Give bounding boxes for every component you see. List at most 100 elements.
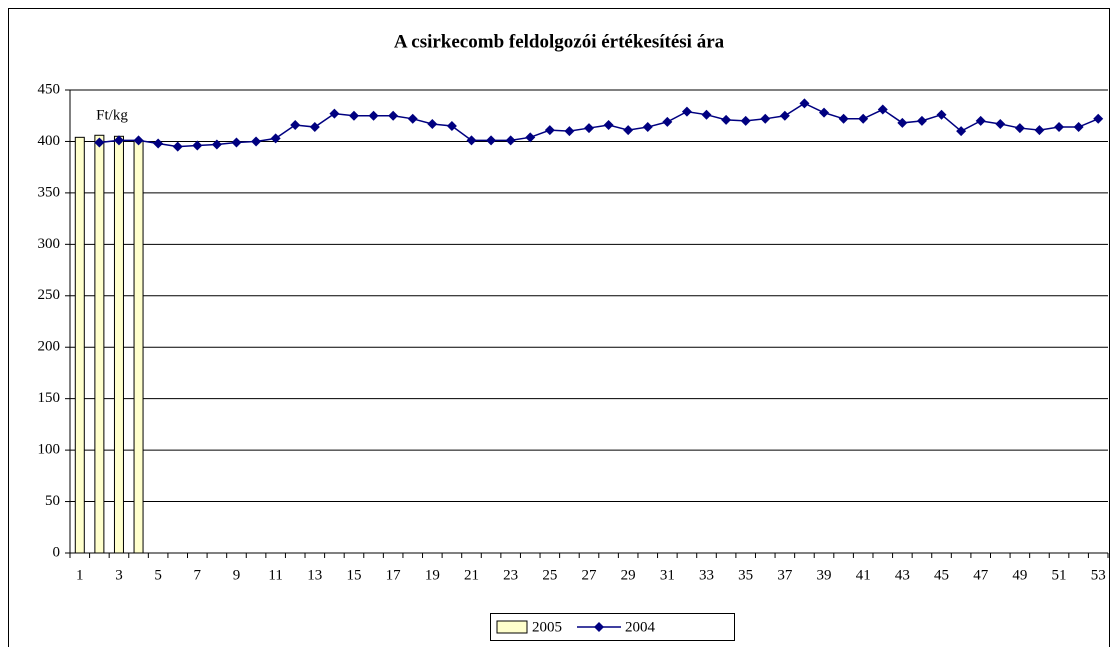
x-tick-label: 27 (582, 567, 598, 583)
marker (505, 135, 516, 146)
marker (427, 118, 438, 129)
marker (1054, 122, 1065, 133)
x-tick-label: 5 (154, 567, 162, 583)
line (99, 102, 1099, 148)
marker (329, 108, 340, 119)
y-tick-label: 50 (45, 493, 60, 509)
bar (113, 135, 124, 554)
marker (897, 117, 908, 128)
marker (877, 104, 888, 115)
x-tick-label: 43 (895, 567, 910, 583)
marker (642, 122, 653, 133)
y-tick-label: 150 (38, 390, 61, 406)
y-tick-label: 450 (38, 81, 61, 97)
marker (270, 133, 281, 144)
marker (525, 132, 536, 143)
x-tick-label: 15 (346, 567, 361, 583)
marker (486, 135, 497, 146)
x-tick-label: 3 (115, 567, 123, 583)
bar (94, 134, 105, 554)
marker (446, 121, 457, 132)
marker (721, 114, 732, 125)
x-tick-label: 37 (777, 567, 793, 583)
x-tick-label: 17 (386, 567, 402, 583)
marker (760, 113, 771, 124)
marker (936, 109, 947, 120)
marker (1034, 125, 1045, 136)
marker (819, 107, 830, 118)
marker (544, 125, 555, 136)
chart-frame (8, 8, 1110, 647)
marker (623, 125, 634, 136)
marker (113, 135, 124, 146)
y-tick-label: 200 (38, 339, 61, 355)
x-tick-label: 19 (425, 567, 440, 583)
x-tick-label: 9 (233, 567, 241, 583)
x-tick-label: 31 (660, 567, 675, 583)
marker (995, 118, 1006, 129)
marker (858, 113, 869, 124)
y-tick-label: 0 (53, 544, 61, 560)
y-tick-label: 350 (38, 184, 61, 200)
marker (153, 138, 164, 149)
marker (192, 140, 203, 151)
marker (564, 126, 575, 137)
x-tick-label: 41 (856, 567, 871, 583)
marker (368, 110, 379, 121)
marker (211, 139, 222, 150)
legend-swatch (496, 620, 528, 634)
y-tick-label: 400 (38, 133, 61, 149)
marker (133, 135, 144, 146)
marker (662, 116, 673, 127)
marker (603, 119, 614, 130)
x-tick-label: 51 (1052, 567, 1067, 583)
y-tick-label: 250 (38, 287, 61, 303)
y-tick-label: 300 (38, 236, 61, 252)
x-tick-label: 47 (973, 567, 989, 583)
marker (251, 136, 262, 147)
marker (1073, 122, 1084, 133)
marker (290, 119, 301, 130)
marker (231, 137, 242, 148)
marker (172, 141, 183, 152)
marker (681, 106, 692, 117)
bar (74, 136, 85, 554)
legend-label: 2005 (532, 619, 562, 635)
x-tick-label: 11 (268, 567, 282, 583)
legend-marker (594, 622, 604, 632)
x-tick-label: 1 (76, 567, 84, 583)
x-tick-label: 13 (307, 567, 322, 583)
y-tick-label: 100 (38, 442, 61, 458)
marker (740, 115, 751, 126)
chart-title: A csirkecomb feldolgozói értékesítési ár… (394, 31, 725, 52)
marker (309, 122, 320, 133)
x-tick-label: 29 (621, 567, 636, 583)
x-tick-label: 45 (934, 567, 949, 583)
marker (1014, 123, 1025, 134)
marker (94, 137, 105, 148)
marker (388, 110, 399, 121)
marker (916, 115, 927, 126)
annotation: Ft/kg (96, 107, 128, 123)
x-tick-label: 39 (817, 567, 832, 583)
marker (975, 115, 986, 126)
marker (407, 113, 418, 124)
x-tick-label: 25 (542, 567, 557, 583)
x-tick-label: 49 (1012, 567, 1027, 583)
x-tick-label: 23 (503, 567, 518, 583)
marker (956, 126, 967, 137)
bar (133, 139, 144, 554)
marker (348, 110, 359, 121)
x-tick-label: 53 (1091, 567, 1106, 583)
marker (466, 135, 477, 146)
x-tick-label: 33 (699, 567, 714, 583)
marker (584, 123, 594, 134)
x-tick-label: 21 (464, 567, 479, 583)
marker (1093, 113, 1104, 124)
x-tick-label: 7 (194, 567, 202, 583)
marker (779, 110, 790, 121)
marker (701, 109, 712, 120)
marker (799, 98, 810, 109)
legend-label: 2004 (625, 619, 656, 635)
